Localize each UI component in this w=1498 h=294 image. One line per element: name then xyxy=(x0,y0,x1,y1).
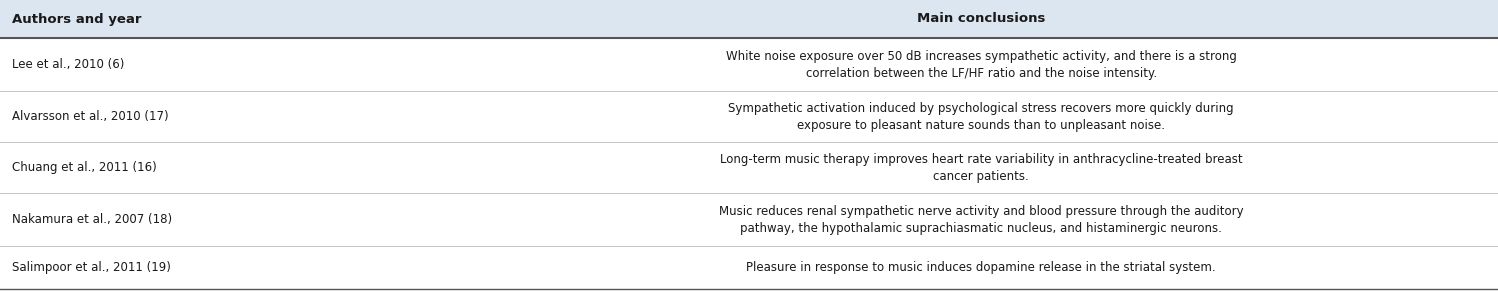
Text: Main conclusions: Main conclusions xyxy=(917,13,1046,26)
Text: Music reduces renal sympathetic nerve activity and blood pressure through the au: Music reduces renal sympathetic nerve ac… xyxy=(719,205,1243,235)
Bar xyxy=(0,0,1498,38)
Text: Pleasure in response to music induces dopamine release in the striatal system.: Pleasure in response to music induces do… xyxy=(746,261,1216,274)
Text: Authors and year: Authors and year xyxy=(12,13,141,26)
Text: Nakamura et al., 2007 (18): Nakamura et al., 2007 (18) xyxy=(12,213,172,226)
Text: Lee et al., 2010 (6): Lee et al., 2010 (6) xyxy=(12,58,124,71)
Text: Salimpoor et al., 2011 (19): Salimpoor et al., 2011 (19) xyxy=(12,261,171,274)
Text: Chuang et al., 2011 (16): Chuang et al., 2011 (16) xyxy=(12,161,157,174)
Text: Alvarsson et al., 2010 (17): Alvarsson et al., 2010 (17) xyxy=(12,110,169,123)
Bar xyxy=(0,38,1498,294)
Text: Long-term music therapy improves heart rate variability in anthracycline-treated: Long-term music therapy improves heart r… xyxy=(721,153,1242,183)
Text: White noise exposure over 50 dB increases sympathetic activity, and there is a s: White noise exposure over 50 dB increase… xyxy=(725,49,1237,80)
Text: Sympathetic activation induced by psychological stress recovers more quickly dur: Sympathetic activation induced by psycho… xyxy=(728,101,1234,132)
